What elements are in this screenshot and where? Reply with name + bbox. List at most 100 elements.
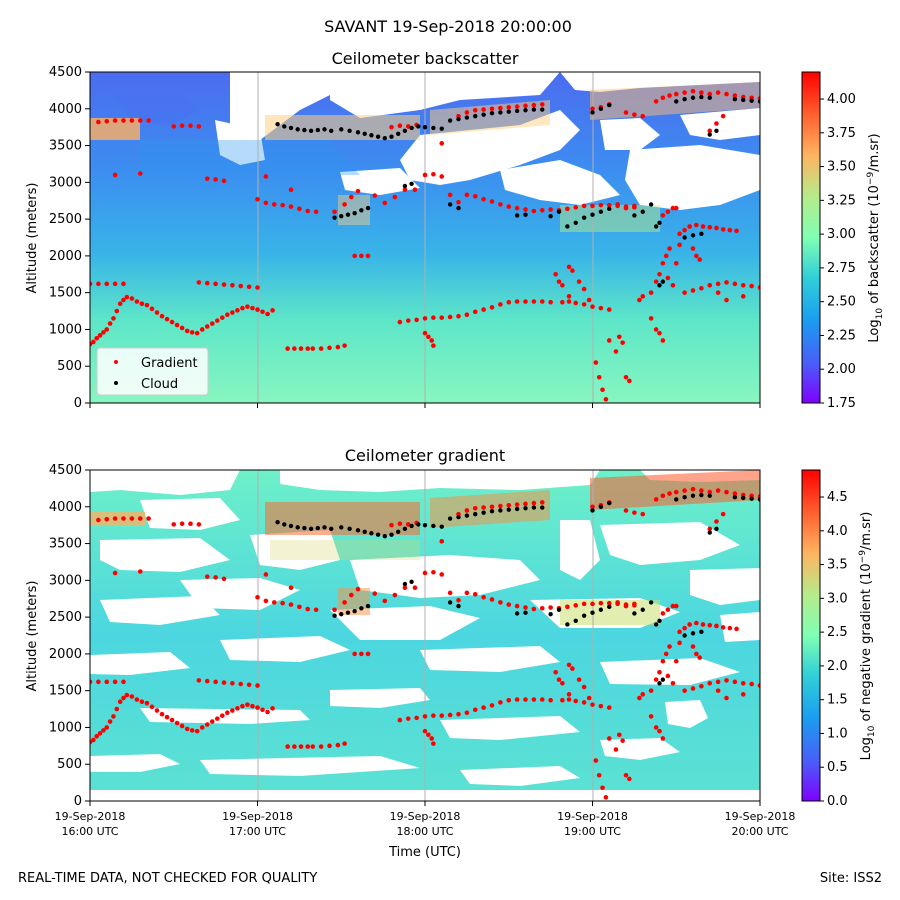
gradient-point <box>620 340 625 345</box>
cloud-point <box>498 508 503 513</box>
colorbar-tick-label: 2.75 <box>827 261 856 276</box>
gradient-point <box>213 177 218 182</box>
gradient-point <box>94 335 99 341</box>
gradient-point <box>174 322 180 328</box>
gradient-point <box>111 714 116 719</box>
gradient-point <box>188 123 193 128</box>
colorbar-tick-label: 3.5 <box>827 558 848 573</box>
gradient-point <box>714 121 719 126</box>
cloud-point <box>581 613 587 618</box>
gradient-point <box>724 297 729 303</box>
gradient-point <box>498 105 503 111</box>
gradient-point <box>112 118 118 123</box>
cloud-point <box>322 525 327 530</box>
gradient-colorbar-ticks: 0.0 0.5 1.0 1.5 2.0 2.5 3.0 3.5 4.0 4.5 <box>820 490 848 809</box>
gradient-point <box>389 522 394 528</box>
cloud-point <box>682 633 687 638</box>
cloud-point <box>657 220 662 225</box>
gradient-point <box>288 602 294 607</box>
gradient-point <box>297 604 302 610</box>
gradient-point <box>431 171 436 177</box>
gradient-point <box>250 703 255 709</box>
gradient-point <box>539 102 545 107</box>
gradient-point <box>447 314 453 320</box>
gradient-point <box>690 686 696 691</box>
gradient-point <box>464 508 470 513</box>
colorbar-tick-label: 1.5 <box>827 693 848 708</box>
y-tick-label: 1000 <box>49 322 82 337</box>
gradient-point <box>740 283 746 288</box>
gradient-point <box>359 253 364 259</box>
gradient-point <box>632 112 637 117</box>
gradient-point <box>270 308 275 313</box>
gradient-point <box>204 324 210 329</box>
gradient-point <box>640 294 646 299</box>
gradient-point <box>179 521 185 526</box>
gradient-point <box>412 187 418 192</box>
gradient-point <box>137 516 143 521</box>
gradient-point <box>677 629 682 635</box>
gradient-point <box>342 600 347 605</box>
gradient-point <box>581 203 587 209</box>
y-tick-label: 3000 <box>49 175 82 190</box>
gradient-point <box>104 725 110 730</box>
colorbar-tick-label: 3.00 <box>827 227 856 242</box>
gradient-point <box>623 374 629 380</box>
cloud-point <box>699 94 704 100</box>
gradient-cloud-points <box>275 492 760 686</box>
cloud-point <box>329 128 334 134</box>
gradient-point <box>112 172 118 178</box>
gradient-point <box>235 706 240 711</box>
gradient-point <box>280 600 285 606</box>
gradient-point <box>590 304 595 309</box>
gradient-point <box>514 603 520 609</box>
gradient-point <box>332 607 337 613</box>
gradient-point <box>179 325 185 331</box>
gradient-point <box>714 225 719 231</box>
gradient-point <box>573 205 579 210</box>
gradient-point <box>342 343 347 348</box>
gradient-point <box>431 713 436 718</box>
gradient-point <box>184 328 190 334</box>
gradient-point <box>663 651 669 657</box>
gradient-point <box>481 594 486 600</box>
gradient-point <box>623 508 629 513</box>
gradient-point <box>318 744 324 749</box>
cloud-point <box>565 622 570 627</box>
gradient-point <box>313 607 319 613</box>
gradient-point <box>144 700 150 706</box>
gradient-point <box>514 104 520 109</box>
gradient-point <box>648 688 654 693</box>
gradient-point <box>335 742 341 748</box>
gradient-point <box>707 622 713 628</box>
cloud-point <box>365 205 371 211</box>
gradient-point <box>220 315 225 320</box>
cloud-point <box>362 529 367 534</box>
gradient-point <box>632 510 637 515</box>
cloud-point <box>581 215 587 220</box>
cloud-point <box>275 520 280 525</box>
gradient-point <box>405 716 411 721</box>
gradient-point <box>112 516 118 521</box>
legend-cloud-marker <box>114 381 118 385</box>
gradient-point <box>498 700 503 705</box>
gradient-point <box>560 697 565 703</box>
gradient-point <box>653 497 659 502</box>
gradient-point <box>699 285 704 291</box>
gradient-point <box>523 207 528 212</box>
gradient-point <box>298 346 304 351</box>
gradient-point <box>734 228 739 234</box>
gradient-point <box>682 227 687 233</box>
gradient-point <box>310 346 316 351</box>
x-tick-date: 19-Sep-2018 <box>725 810 796 823</box>
gradient-point <box>402 585 408 590</box>
gradient-point <box>96 679 101 685</box>
gradient-point <box>439 141 445 146</box>
gradient-point <box>472 194 478 199</box>
cloud-point <box>409 579 414 585</box>
gradient-point <box>506 204 512 209</box>
gradient-point <box>632 203 637 209</box>
gradient-point <box>667 93 672 98</box>
gradient-point <box>137 118 143 123</box>
gradient-point <box>129 694 135 699</box>
